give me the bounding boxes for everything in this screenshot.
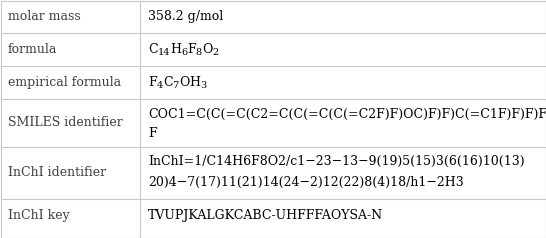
Text: 2: 2 [212, 48, 218, 57]
Text: 14: 14 [158, 48, 170, 57]
Text: F: F [148, 76, 157, 89]
Text: COC1=C(C(=C(C2=C(C(=C(C(=C2F)F)OC)F)F)C(=C1F)F)F)F: COC1=C(C(=C(C2=C(C(=C(C(=C2F)F)OC)F)F)C(… [148, 108, 546, 121]
Text: InChI key: InChI key [8, 209, 70, 222]
Text: C: C [148, 43, 158, 56]
Text: H: H [189, 76, 200, 89]
Text: InChI=1/C14H6F8O2/c1−23−13−9(19)5(15)3(6(16)10(13): InChI=1/C14H6F8O2/c1−23−13−9(19)5(15)3(6… [148, 155, 525, 168]
Text: 8: 8 [196, 48, 202, 57]
Text: molar mass: molar mass [8, 10, 81, 23]
Text: 7: 7 [173, 81, 179, 90]
Text: InChI identifier: InChI identifier [8, 167, 106, 179]
Text: F: F [187, 43, 196, 56]
Text: F: F [148, 127, 157, 140]
Text: 4: 4 [157, 81, 163, 90]
Text: formula: formula [8, 43, 57, 56]
Text: TVUPJKALGKCABC-UHFFFAOYSA-N: TVUPJKALGKCABC-UHFFFAOYSA-N [148, 209, 383, 222]
Text: SMILES identifier: SMILES identifier [8, 116, 123, 129]
Text: H: H [170, 43, 181, 56]
Text: 3: 3 [200, 81, 206, 90]
Text: 6: 6 [181, 48, 187, 57]
Text: O: O [179, 76, 189, 89]
Text: 20)4−7(17)11(21)14(24−2)12(22)8(4)18/h1−2H3: 20)4−7(17)11(21)14(24−2)12(22)8(4)18/h1−… [148, 176, 464, 189]
Text: C: C [163, 76, 173, 89]
Text: empirical formula: empirical formula [8, 76, 121, 89]
Text: 358.2 g/mol: 358.2 g/mol [148, 10, 223, 23]
Text: O: O [202, 43, 212, 56]
